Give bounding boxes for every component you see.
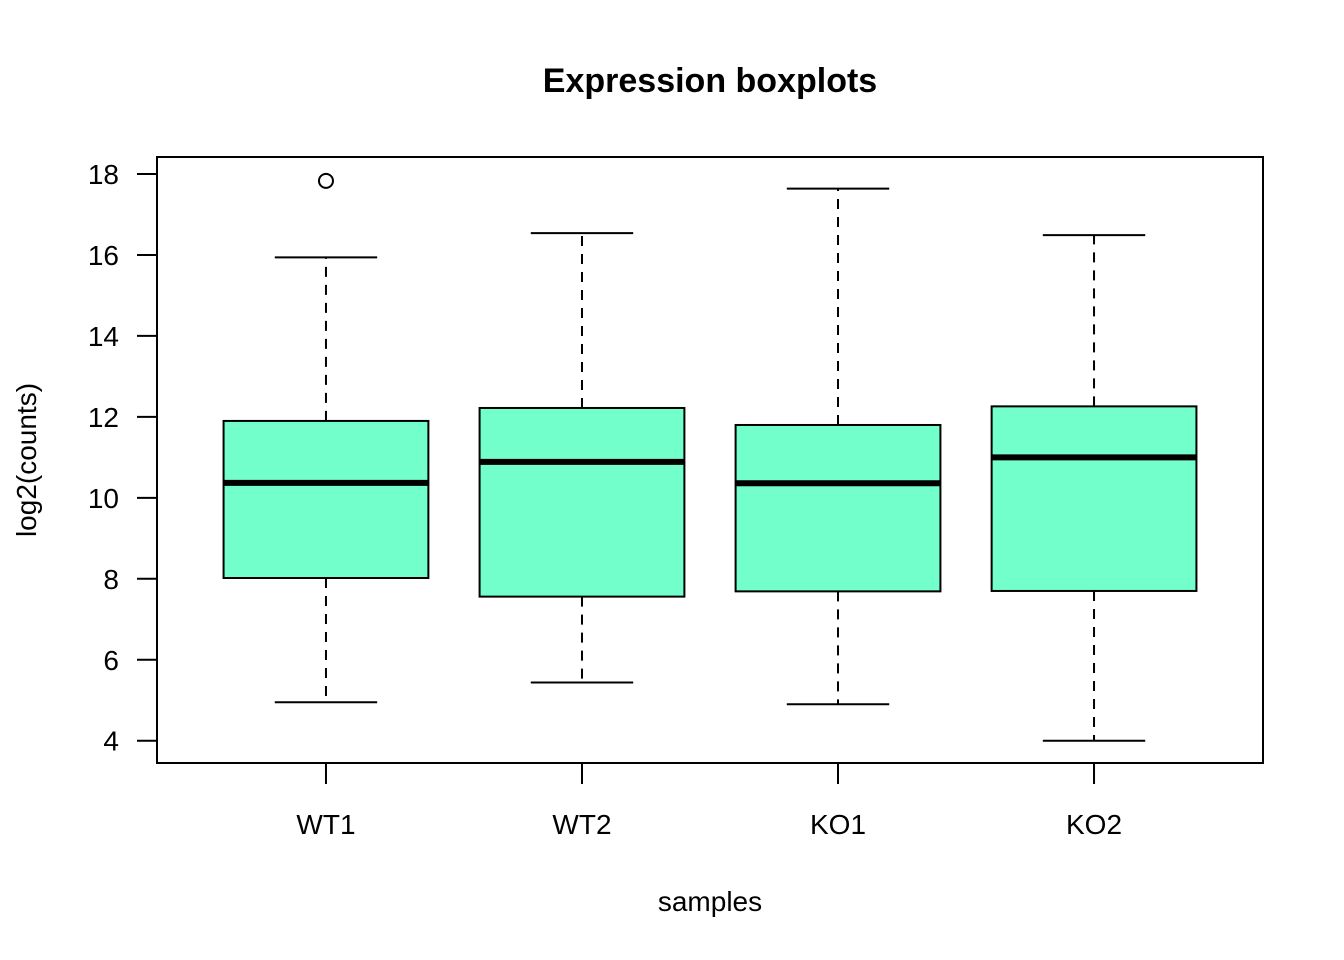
y-tick-label: 18 — [88, 159, 119, 190]
box-group — [222, 172, 430, 704]
boxes-layer — [222, 172, 1198, 742]
y-tick-label: 12 — [88, 402, 119, 433]
chart-title: Expression boxplots — [543, 62, 877, 100]
iqr-box — [222, 419, 430, 580]
x-tick-label: WT2 — [552, 809, 611, 840]
y-tick-label: 14 — [88, 321, 119, 352]
y-tick-label: 8 — [103, 564, 119, 595]
box-group — [734, 187, 942, 706]
iqr-box — [478, 406, 686, 598]
outlier-point — [317, 172, 334, 189]
iqr-box — [990, 405, 1198, 592]
y-axis: 4 6 8 10 12 14 16 18 — [88, 159, 157, 757]
x-axis: WT1 WT2 KO1 KO2 — [296, 763, 1122, 840]
box-group — [990, 234, 1198, 742]
y-tick-label: 10 — [88, 483, 119, 514]
iqr-box — [734, 423, 942, 593]
x-axis-label: samples — [658, 886, 762, 917]
x-tick-label: KO2 — [1066, 809, 1122, 840]
plot-frame — [156, 156, 1264, 764]
y-tick-label: 16 — [88, 240, 119, 271]
y-tick-label: 4 — [103, 726, 119, 757]
y-axis-label: log2(counts) — [11, 383, 42, 537]
y-tick-label: 6 — [103, 645, 119, 676]
box-group — [478, 232, 686, 684]
x-tick-label: WT1 — [296, 809, 355, 840]
x-tick-label: KO1 — [810, 809, 866, 840]
